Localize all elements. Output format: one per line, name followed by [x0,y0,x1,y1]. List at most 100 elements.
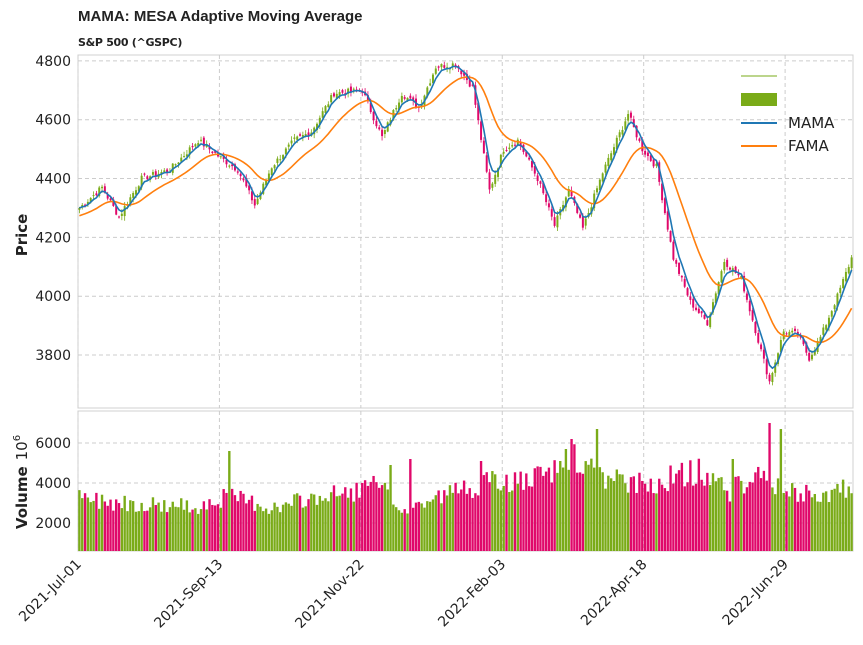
volume-bar [208,499,211,551]
volume-bar [443,490,446,551]
candle-body [335,93,338,99]
candle-body [146,176,149,180]
volume-bar [134,511,138,551]
volume-bar [329,492,333,551]
candle-body [748,300,751,312]
volume-bar [677,470,681,551]
volume-bar [485,472,488,551]
candle-body [205,144,208,147]
volume-bar [95,492,98,551]
candle-body [502,151,505,154]
volume-bar [434,495,437,551]
candle-body [242,178,245,181]
candle-body [533,166,536,174]
candle-body [482,140,485,154]
volume-bar [652,493,655,551]
candle-body [601,173,604,182]
volume-bar [451,492,454,551]
volume-bar [290,505,293,551]
candle-body [341,90,344,93]
candle-body [618,132,621,138]
volume-tick-label: 4000 [35,476,71,492]
volume-bar [765,480,768,551]
volume-bar [301,507,305,551]
volume-bar [782,492,785,551]
candle-body [666,211,669,230]
volume-bar [723,490,726,551]
volume-bar [298,495,302,551]
candle-body [802,338,805,345]
candle-body [805,342,808,353]
volume-bar [593,467,596,551]
candle-body [381,129,384,137]
volume-bar [440,503,443,551]
volume-bar [397,510,401,551]
candle-body [777,353,780,365]
volume-bar [646,491,650,551]
candle-body [751,310,754,321]
volume-bar [683,486,686,551]
volume-bar [505,474,508,551]
candle-body [299,134,302,136]
volume-bar [510,490,514,551]
volume-bar [525,473,528,551]
volume-bar [267,513,271,551]
candle-body [406,97,409,101]
volume-bar [587,464,590,551]
candle-body [151,172,154,175]
candle-body [550,209,553,217]
candle-body [140,175,143,188]
candle-body [443,65,446,68]
candle-body [400,95,403,103]
volume-bar [522,489,525,551]
volume-bar [431,499,435,551]
volume-bar [202,501,206,551]
candle-body [635,125,638,138]
volume-bar [171,501,174,551]
candle-body [395,107,398,110]
candle-body [409,95,412,99]
volume-bar [262,511,265,551]
volume-bar [380,485,384,551]
volume-bar [584,461,587,551]
volume-bar [496,488,500,551]
x-tick-label: 2022-Feb-03 [435,557,509,631]
volume-bar [279,512,282,551]
volume-bar [595,429,599,551]
volume-bar [83,493,87,551]
volume-bar [378,487,381,551]
candle-body [827,317,830,328]
volume-bar [793,487,797,551]
volume-bar [100,494,104,551]
candle-body [318,117,321,125]
candle-body [604,164,607,173]
volume-bar [403,509,406,551]
volume-bar [157,502,160,551]
volume-bar [740,480,743,551]
candle-body [471,84,474,86]
volume-bar [211,504,214,551]
candle-body [621,129,624,135]
volume-bar [222,489,225,551]
volume-bar [564,449,568,551]
volume-bar [844,497,848,551]
volume-bar [468,488,471,551]
candle-body [160,172,163,175]
volume-bar [358,497,361,551]
volume-bar [700,479,703,551]
volume-bar [536,466,539,551]
volume-bar [185,500,189,551]
volume-bar [344,487,347,551]
candle-body [372,111,375,121]
volume-bar [590,458,593,551]
candle-body [332,93,335,97]
volume-bar [609,478,613,551]
volume-bar [98,508,101,551]
candle-body [596,188,599,193]
candle-body [794,328,797,331]
candle-body [468,80,471,87]
candle-body [109,198,112,201]
candle-body [276,158,279,164]
volume-bar [338,495,341,551]
